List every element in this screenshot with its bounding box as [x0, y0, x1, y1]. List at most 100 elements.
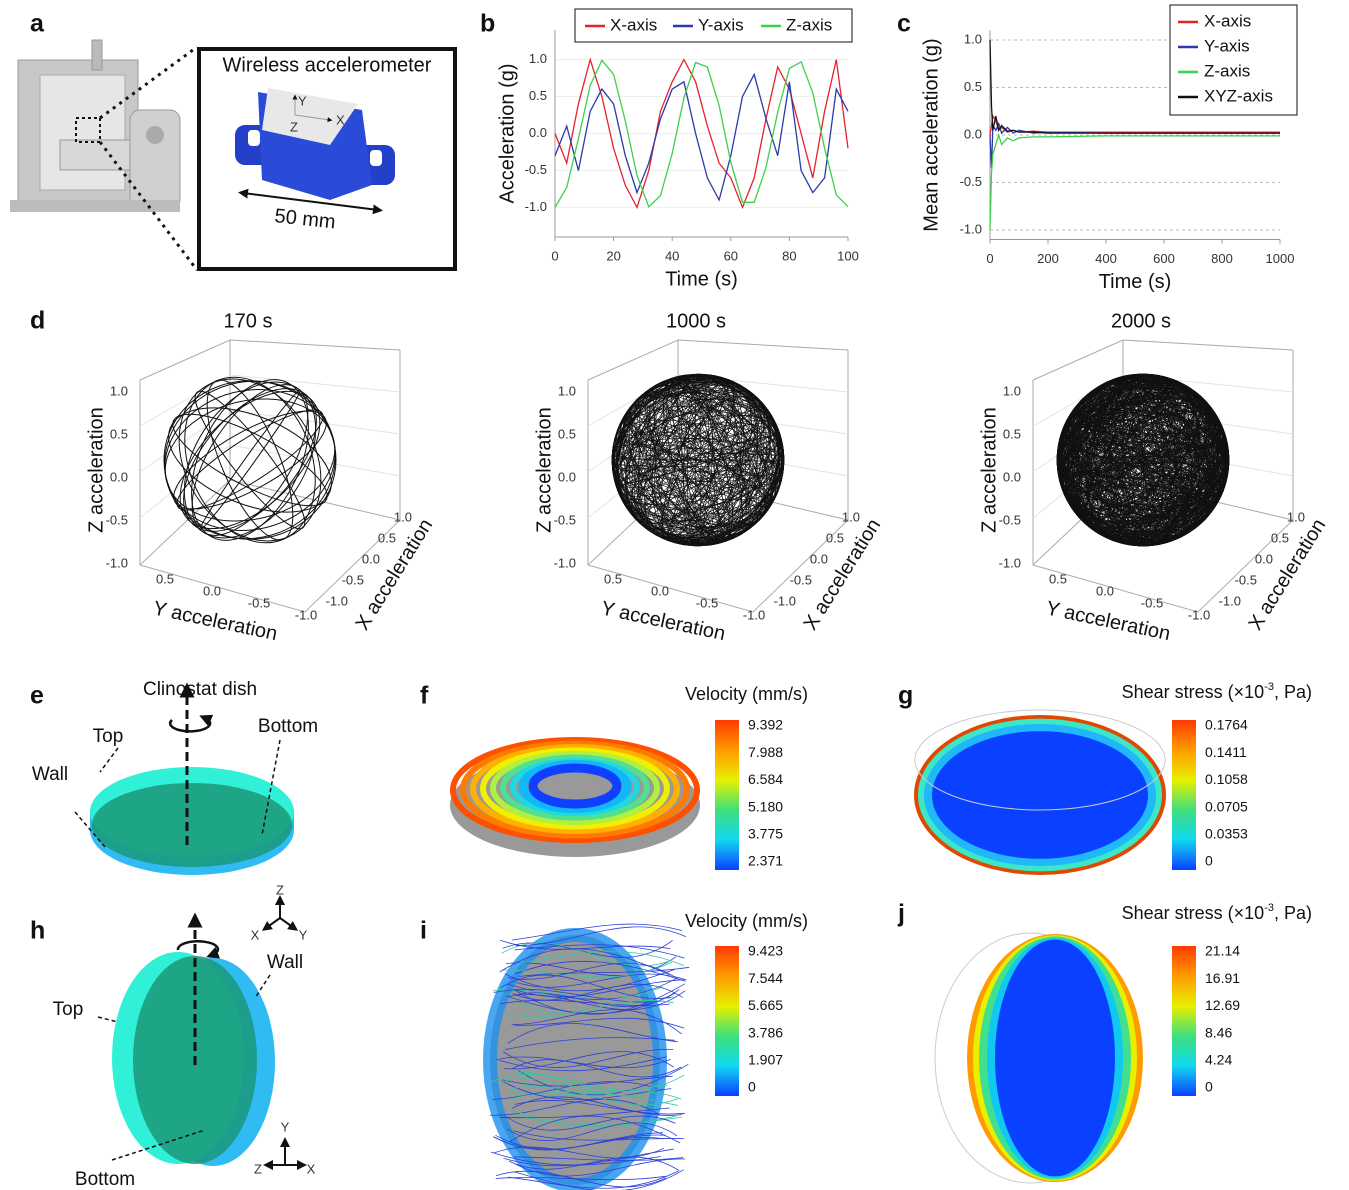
- title-part: -3: [1264, 681, 1274, 693]
- y-tick-label: -0.5: [248, 595, 270, 610]
- colorbar-label: 0.1058: [1205, 771, 1248, 787]
- x-tick-label: 0: [551, 248, 558, 263]
- x-tick-label: 0.5: [378, 530, 396, 545]
- x-tick-label: 1.0: [842, 509, 860, 524]
- x-tick-label: 0.0: [810, 551, 828, 566]
- colorbar-title: Velocity (mm/s): [685, 911, 808, 931]
- z-tick-label: -1.0: [554, 555, 576, 570]
- diagram-label: Bottom: [258, 716, 318, 737]
- title-part: Shear stress (×10: [1122, 682, 1265, 702]
- colorbar-label: 6.584: [748, 771, 783, 787]
- trajectory: [196, 387, 304, 532]
- x-tick-label: 1.0: [394, 509, 412, 524]
- colorbar-label: 3.775: [748, 826, 783, 842]
- colorbar-label: 7.544: [748, 970, 783, 986]
- colorbar: [1172, 720, 1196, 870]
- line: [555, 74, 848, 200]
- axis-glyph: X: [251, 927, 260, 942]
- x-tick-label: -0.5: [1235, 572, 1257, 587]
- diagram-label: Wall: [32, 764, 68, 785]
- y-tick-label: -1.0: [295, 607, 317, 622]
- colorbar-label: 12.69: [1205, 997, 1240, 1013]
- x-axis-label: Time (s): [665, 268, 738, 290]
- colorbar-label: 4.24: [1205, 1052, 1232, 1068]
- panel-label: g: [898, 682, 913, 710]
- colorbar-label: 0.1764: [1205, 717, 1248, 733]
- x-tick-label: 200: [1037, 251, 1059, 266]
- colorbar: [715, 946, 739, 1096]
- z-axis-label: Z acceleration: [533, 407, 555, 533]
- y-tick-label: 1.0: [529, 51, 547, 66]
- z-tick-label: -0.5: [999, 512, 1021, 527]
- z-tick-label: 0.5: [1003, 426, 1021, 441]
- sphere-plot: 2000 s1.00.50.0-0.5-1.00.50.0-0.5-1.01.0…: [978, 310, 1330, 645]
- y-axis-label: Mean acceleration (g): [920, 38, 942, 231]
- y-tick-label: 0.0: [964, 126, 982, 141]
- legend-label: Y-axis: [1204, 36, 1250, 55]
- device-axis: X: [336, 112, 345, 127]
- y-tick-label: 0.5: [529, 88, 547, 103]
- z-tick-label: 0.0: [1003, 469, 1021, 484]
- y-tick-label: 1.0: [964, 31, 982, 46]
- title-part: Shear stress (×10: [1122, 903, 1265, 923]
- colorbar: [1172, 946, 1196, 1096]
- legend-label: Z-axis: [786, 15, 832, 34]
- colorbar-label: 0: [1205, 853, 1213, 869]
- z-tick-label: 0.0: [110, 469, 128, 484]
- dish-drawing-vertical: [98, 900, 302, 1166]
- x-tick-label: -1.0: [774, 593, 796, 608]
- x-tick-label: 800: [1211, 251, 1233, 266]
- x-tick-label: 40: [665, 248, 679, 263]
- colorbar-label: 2.371: [748, 853, 783, 869]
- y-tick-label: 0.0: [1096, 583, 1114, 598]
- legend-label: X-axis: [1204, 11, 1251, 30]
- panel-label: d: [30, 307, 45, 335]
- y-tick-label: 0.5: [156, 571, 174, 586]
- trajectory: [150, 372, 350, 548]
- colorbar-title: Shear stress (×10-3, Pa): [1122, 681, 1312, 702]
- x-tick-label: -1.0: [326, 593, 348, 608]
- axis-glyph: X: [307, 1161, 316, 1176]
- page: { "panel_labels": ["a", "b", "c", "d", "…: [0, 0, 1349, 1190]
- y-axis-label: Acceleration (g): [496, 63, 518, 203]
- diagram-label: Top: [53, 999, 84, 1020]
- box-edge: [140, 340, 400, 380]
- diagram-label: Clinostat dish: [143, 679, 257, 700]
- y-tick-label: 0.0: [651, 583, 669, 598]
- line: [990, 124, 1280, 169]
- z-tick-label: 1.0: [1003, 383, 1021, 398]
- x-tick-label: -0.5: [342, 572, 364, 587]
- y-tick-label: 0.5: [964, 79, 982, 94]
- z-axis-label: Z acceleration: [85, 407, 107, 533]
- colorbar-label: 0.0353: [1205, 826, 1248, 842]
- y-tick-label: -1.0: [743, 607, 765, 622]
- colorbar-label: 3.786: [748, 1024, 783, 1040]
- diagram-label: Bottom: [75, 1169, 135, 1190]
- x-tick-label: 600: [1153, 251, 1175, 266]
- legend-label: X-axis: [610, 15, 657, 34]
- y-tick-label: -1.0: [525, 199, 547, 214]
- axis-glyph: Z: [254, 1161, 262, 1176]
- z-tick-label: 1.0: [558, 383, 576, 398]
- plot-title: 2000 s: [1111, 310, 1171, 332]
- colorbar-label: 1.907: [748, 1052, 783, 1068]
- x-tick-label: 60: [724, 248, 738, 263]
- y-tick-label: -1.0: [960, 221, 982, 236]
- trajectory: [156, 367, 345, 554]
- diagram-label: Top: [93, 726, 124, 747]
- x-tick-label: 0.0: [1255, 551, 1273, 566]
- axis-glyph: Z: [276, 882, 284, 897]
- x-tick-label: 80: [782, 248, 796, 263]
- y-tick-label: 0.5: [1049, 571, 1067, 586]
- panel-label: a: [30, 10, 45, 38]
- legend-label: XYZ-axis: [1204, 86, 1273, 105]
- z-tick-label: 0.5: [110, 426, 128, 441]
- panel-label: f: [420, 682, 429, 710]
- clinostat-drawing: [10, 40, 197, 270]
- colorbar-label: 0.0705: [1205, 798, 1248, 814]
- sphere-plot: 170 s1.00.50.0-0.5-1.00.50.0-0.5-1.01.00…: [85, 310, 437, 645]
- legend-label: Y-axis: [698, 15, 744, 34]
- title-part: , Pa): [1274, 682, 1312, 702]
- trajectory: [150, 353, 349, 567]
- trajectory: [152, 382, 347, 538]
